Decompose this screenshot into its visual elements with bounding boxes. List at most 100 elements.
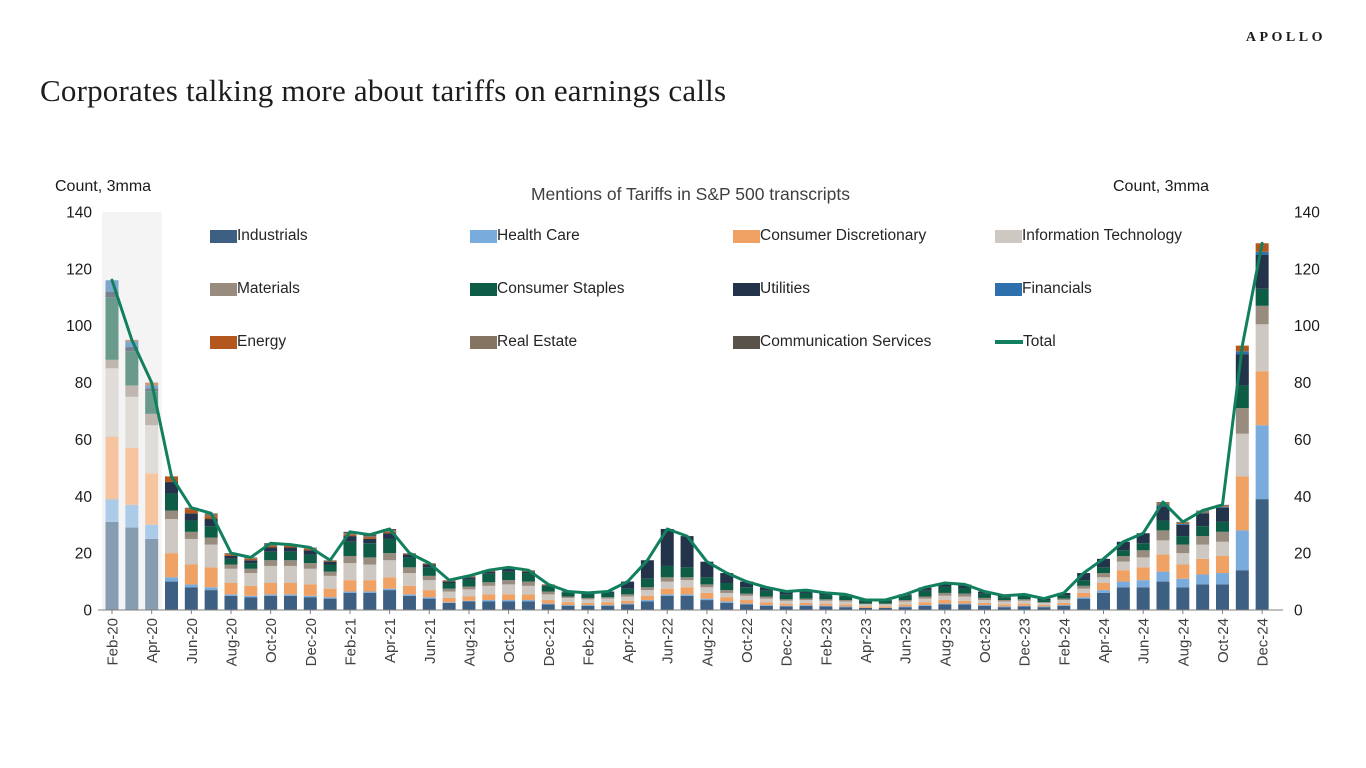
bar-segment	[1136, 543, 1150, 551]
bar-segment	[700, 592, 714, 599]
bar-segment	[383, 560, 397, 578]
bar-segment	[740, 595, 754, 601]
x-tick-label: Aug-23	[937, 618, 954, 666]
bar-segment	[343, 541, 357, 556]
bar-segment	[105, 291, 119, 298]
bar-segment	[720, 582, 734, 591]
bar-segment	[621, 594, 635, 597]
bar-segment	[819, 606, 833, 610]
bar-segment	[105, 368, 119, 437]
bar-segment	[264, 544, 278, 547]
bar-segment	[1196, 513, 1210, 527]
bar-segment	[244, 563, 258, 569]
bar-segment	[1196, 544, 1210, 559]
y-tick-label: 120	[1294, 261, 1320, 278]
x-tick-label: Jun-22	[660, 618, 677, 664]
bar-segment	[442, 582, 456, 589]
x-tick-label: Dec-23	[1017, 618, 1034, 666]
bar-segment	[204, 587, 218, 591]
bar-segment	[621, 588, 635, 595]
bar-segment	[224, 558, 238, 565]
bar-segment	[1037, 602, 1051, 603]
bar-segment	[859, 606, 873, 608]
legend-swatch-materials	[210, 282, 237, 296]
bar-segment	[680, 567, 694, 578]
bar-segment	[918, 602, 932, 606]
x-tick-label: Feb-22	[580, 618, 597, 666]
bar-segment	[660, 595, 674, 610]
bar-segment	[244, 558, 258, 561]
bar-segment	[204, 516, 218, 520]
bar-segment	[700, 561, 714, 578]
bar-segment	[541, 594, 555, 601]
bar-segment	[601, 597, 615, 599]
bar-segment	[462, 601, 476, 610]
bar-segment	[502, 594, 516, 601]
bar-segment	[521, 581, 535, 586]
bar-segment	[303, 554, 317, 564]
bar-segment	[1017, 599, 1031, 601]
y-tick-label: 60	[75, 432, 93, 449]
bar-segment	[819, 595, 833, 600]
legend-swatch-health-care	[470, 229, 497, 243]
legend-swatch-financials	[995, 282, 1022, 296]
bar-segment	[799, 598, 813, 601]
bar-segment	[839, 600, 853, 602]
bar-segment	[839, 607, 853, 610]
bar-segment	[521, 571, 535, 574]
bar-segment	[442, 588, 456, 592]
bar-segment	[799, 605, 813, 606]
bar-segment	[303, 563, 317, 569]
bar-segment	[997, 606, 1011, 608]
bar-segment	[1077, 597, 1091, 599]
bar-segment	[184, 538, 198, 565]
legend-item-materials: Materials	[210, 279, 470, 299]
bar-segment	[819, 599, 833, 601]
x-axis: Feb-20 Apr-20 Jun-20 Aug-20 Oct-20 Dec-20 Feb-…	[98, 609, 1283, 666]
bar-segment	[1196, 558, 1210, 575]
bar-segment	[383, 588, 397, 591]
bar-segment	[1196, 511, 1210, 513]
y-tick-label: 140	[1294, 205, 1320, 222]
bar-segment	[1057, 605, 1071, 606]
x-tick-label: Oct-22	[739, 618, 756, 663]
bar-segment	[898, 600, 912, 602]
bar-segment	[1116, 561, 1130, 571]
bar-segment	[541, 604, 555, 610]
x-tick-label: Jun-24	[1136, 618, 1153, 664]
bar-segment	[1097, 582, 1110, 591]
bar-segment	[1077, 580, 1091, 586]
legend-swatch-industrials	[210, 229, 237, 243]
bar-segment	[640, 590, 654, 596]
bar-segment	[1136, 557, 1150, 568]
bar-segment	[898, 595, 912, 601]
bar-segment	[1235, 476, 1249, 531]
bar-segment	[978, 605, 992, 610]
bar-segment	[383, 531, 397, 534]
bar-segment	[482, 600, 496, 602]
bar-segment	[859, 607, 873, 610]
bar-segment	[958, 587, 972, 594]
x-tick-label: Dec-22	[779, 618, 796, 666]
x-tick-label: Oct-21	[501, 618, 518, 663]
legend-label: Total	[1023, 333, 1056, 350]
bar-segment	[898, 606, 912, 608]
bar-segment	[1196, 512, 1210, 514]
legend-item-health-care: Health Care	[470, 226, 733, 246]
bar-segment	[1116, 570, 1130, 582]
bar-segment	[938, 604, 952, 610]
bar-segment	[601, 605, 615, 610]
bar-segment	[779, 605, 793, 607]
bar-segment	[1235, 433, 1249, 477]
bar-segment	[581, 605, 595, 610]
bar-segment	[621, 600, 635, 604]
x-tick-label: Aug-22	[699, 618, 716, 666]
bar-segment	[1215, 506, 1229, 507]
bar-segment	[184, 520, 198, 532]
bar-segment	[700, 587, 714, 593]
y-tick-label: 80	[1294, 375, 1312, 392]
bar-segment	[1116, 587, 1130, 610]
x-tick-label: Dec-24	[1255, 618, 1272, 666]
bar-segment	[283, 595, 297, 610]
bar-segment	[145, 473, 159, 525]
